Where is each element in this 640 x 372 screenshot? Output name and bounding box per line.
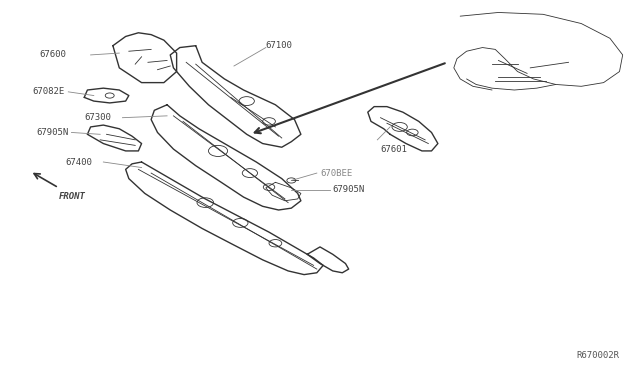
Text: 67400: 67400	[65, 157, 92, 167]
Text: 67601: 67601	[381, 145, 408, 154]
Text: 67905N: 67905N	[333, 185, 365, 194]
Text: R670002R: R670002R	[577, 350, 620, 359]
Text: FRONT: FRONT	[59, 192, 86, 201]
Text: 670BEE: 670BEE	[320, 169, 352, 177]
Text: 67082E: 67082E	[32, 87, 64, 96]
Text: 67905N: 67905N	[36, 128, 68, 137]
Text: 67100: 67100	[266, 41, 292, 50]
Text: 67300: 67300	[84, 113, 111, 122]
Text: 67600: 67600	[40, 51, 67, 60]
